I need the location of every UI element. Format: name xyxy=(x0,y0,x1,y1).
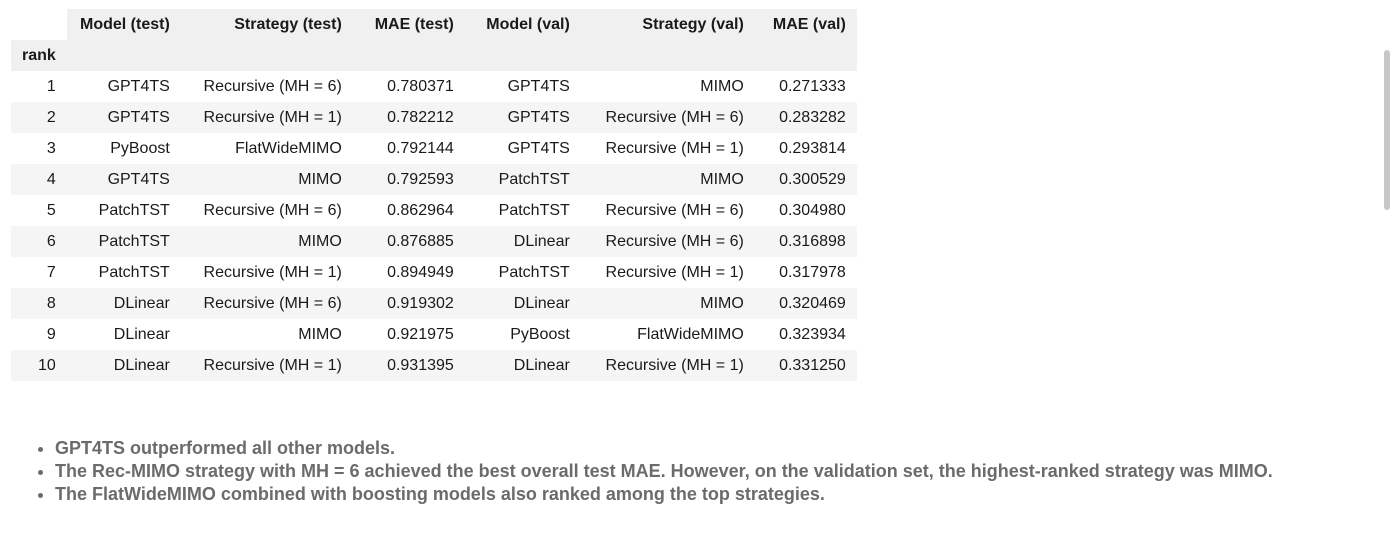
cell-strategy-test: Recursive (MH = 1) xyxy=(203,356,342,374)
cell-model-test: PatchTST xyxy=(98,232,170,250)
cell-mae-test: 0.792593 xyxy=(387,170,454,188)
finding-item: The FlatWideMIMO combined with boosting … xyxy=(55,483,1392,506)
header-strategy-val: Strategy (val) xyxy=(580,9,755,40)
cell-strategy-test: Recursive (MH = 1) xyxy=(203,263,342,281)
cell-strategy-val: Recursive (MH = 1) xyxy=(605,263,744,281)
cell-model-val: DLinear xyxy=(513,232,570,250)
cell-rank: 2 xyxy=(46,108,56,126)
cell-model-test: GPT4TS xyxy=(107,170,170,188)
index-name-row: rank xyxy=(11,40,857,71)
cell-model-val: PatchTST xyxy=(498,170,570,188)
table-row: 4 GPT4TS MIMO 0.792593 PatchTST MIMO 0.300529 xyxy=(11,164,857,195)
cell-mae-test: 0.921975 xyxy=(387,325,454,343)
cell-mae-val: 0.323934 xyxy=(779,325,846,343)
vertical-scrollbar[interactable] xyxy=(1384,50,1390,210)
cell-model-val: GPT4TS xyxy=(507,108,570,126)
header-mae-val: MAE (val) xyxy=(754,9,857,40)
table-row: 10 DLinear Recursive (MH = 1) 0.931395 DLine… xyxy=(11,350,857,381)
index-name: rank xyxy=(11,40,67,71)
cell-model-test: GPT4TS xyxy=(107,108,170,126)
cell-model-test: DLinear xyxy=(113,356,170,374)
cell-model-val: DLinear xyxy=(513,294,570,312)
cell-mae-val: 0.317978 xyxy=(779,263,846,281)
cell-model-test: PatchTST xyxy=(98,263,170,281)
cell-model-val: PyBoost xyxy=(510,325,570,343)
table-row: 2 GPT4TS Recursive (MH = 1) 0.782212 GPT4TS R… xyxy=(11,102,857,133)
table-row: 7 PatchTST Recursive (MH = 1) 0.894949 Patch… xyxy=(11,257,857,288)
cell-strategy-val: MIMO xyxy=(700,294,744,312)
header-mae-test: MAE (test) xyxy=(352,9,465,40)
cell-strategy-test: FlatWideMIMO xyxy=(235,139,342,157)
cell-mae-test: 0.931395 xyxy=(387,356,454,374)
cell-mae-test: 0.780371 xyxy=(387,77,454,95)
cell-model-test: PyBoost xyxy=(110,139,170,157)
cell-strategy-test: Recursive (MH = 6) xyxy=(203,294,342,312)
finding-item: The Rec-MIMO strategy with MH = 6 achiev… xyxy=(55,460,1392,483)
cell-strategy-test: MIMO xyxy=(298,170,342,188)
cell-rank: 1 xyxy=(46,77,56,95)
cell-model-val: PatchTST xyxy=(498,201,570,219)
cell-strategy-val: Recursive (MH = 1) xyxy=(605,139,744,157)
cell-model-test: GPT4TS xyxy=(107,77,170,95)
cell-mae-val: 0.331250 xyxy=(779,356,846,374)
cell-strategy-val: Recursive (MH = 6) xyxy=(605,232,744,250)
cell-mae-test: 0.782212 xyxy=(387,108,454,126)
cell-rank: 5 xyxy=(46,201,56,219)
cell-strategy-test: Recursive (MH = 1) xyxy=(203,108,342,126)
cell-mae-test: 0.876885 xyxy=(387,232,454,250)
cell-mae-val: 0.283282 xyxy=(779,108,846,126)
cell-strategy-val: MIMO xyxy=(700,170,744,188)
header-model-test: Model (test) xyxy=(66,9,181,40)
cell-model-test: DLinear xyxy=(113,325,170,343)
cell-model-test: DLinear xyxy=(113,294,170,312)
cell-model-val: GPT4TS xyxy=(507,77,570,95)
cell-mae-test: 0.862964 xyxy=(387,201,454,219)
cell-strategy-val: Recursive (MH = 6) xyxy=(605,108,744,126)
table-row: 1 GPT4TS Recursive (MH = 6) 0.780371 GPT4TS M… xyxy=(11,71,857,102)
cell-rank: 7 xyxy=(46,263,56,281)
cell-mae-val: 0.271333 xyxy=(779,77,846,95)
cell-strategy-test: Recursive (MH = 6) xyxy=(203,77,342,95)
cell-rank: 6 xyxy=(46,232,56,250)
cell-mae-val: 0.304980 xyxy=(779,201,846,219)
finding-item: GPT4TS outperformed all other models. xyxy=(55,437,1392,460)
table-row: 6 PatchTST MIMO 0.876885 DLinear Recursive (M… xyxy=(11,226,857,257)
header-strategy-test: Strategy (test) xyxy=(180,9,353,40)
cell-model-val: PatchTST xyxy=(498,263,570,281)
cell-mae-test: 0.894949 xyxy=(387,263,454,281)
cell-rank: 9 xyxy=(46,325,56,343)
table-body: 1 GPT4TS Recursive (MH = 6) 0.780371 GPT4TS M… xyxy=(11,71,857,381)
findings-list: GPT4TS outperformed all other models.The… xyxy=(28,437,1392,506)
cell-model-val: DLinear xyxy=(513,356,570,374)
cell-mae-test: 0.919302 xyxy=(387,294,454,312)
table-row: 9 DLinear MIMO 0.921975 PyBoost FlatWideMIMO 0… xyxy=(11,319,857,350)
cell-mae-val: 0.293814 xyxy=(779,139,846,157)
cell-strategy-test: Recursive (MH = 6) xyxy=(203,201,342,219)
cell-mae-val: 0.300529 xyxy=(779,170,846,188)
table-row: 3 PyBoost FlatWideMIMO 0.792144 GPT4TS Recurs… xyxy=(11,133,857,164)
header-model-val: Model (val) xyxy=(464,9,581,40)
table-row: 8 DLinear Recursive (MH = 6) 0.919302 DLinea… xyxy=(11,288,857,319)
table-row: 5 PatchTST Recursive (MH = 6) 0.862964 Patch… xyxy=(11,195,857,226)
cell-strategy-val: FlatWideMIMO xyxy=(637,325,744,343)
cell-strategy-val: MIMO xyxy=(700,77,744,95)
cell-strategy-val: Recursive (MH = 6) xyxy=(605,201,744,219)
cell-rank: 3 xyxy=(46,139,56,157)
results-table: Model (test) Strategy (test) MAE (test) … xyxy=(11,9,857,381)
cell-model-test: PatchTST xyxy=(98,201,170,219)
table-header-row: Model (test) Strategy (test) MAE (test) … xyxy=(11,9,857,40)
cell-strategy-test: MIMO xyxy=(298,232,342,250)
cell-mae-test: 0.792144 xyxy=(387,139,454,157)
cell-strategy-val: Recursive (MH = 1) xyxy=(605,356,744,374)
cell-rank: 4 xyxy=(46,170,56,188)
cell-mae-val: 0.320469 xyxy=(779,294,846,312)
cell-model-val: GPT4TS xyxy=(507,139,570,157)
cell-strategy-test: MIMO xyxy=(298,325,342,343)
cell-mae-val: 0.316898 xyxy=(779,232,846,250)
cell-rank: 8 xyxy=(46,294,56,312)
cell-rank: 10 xyxy=(38,356,56,374)
header-corner xyxy=(11,9,67,40)
